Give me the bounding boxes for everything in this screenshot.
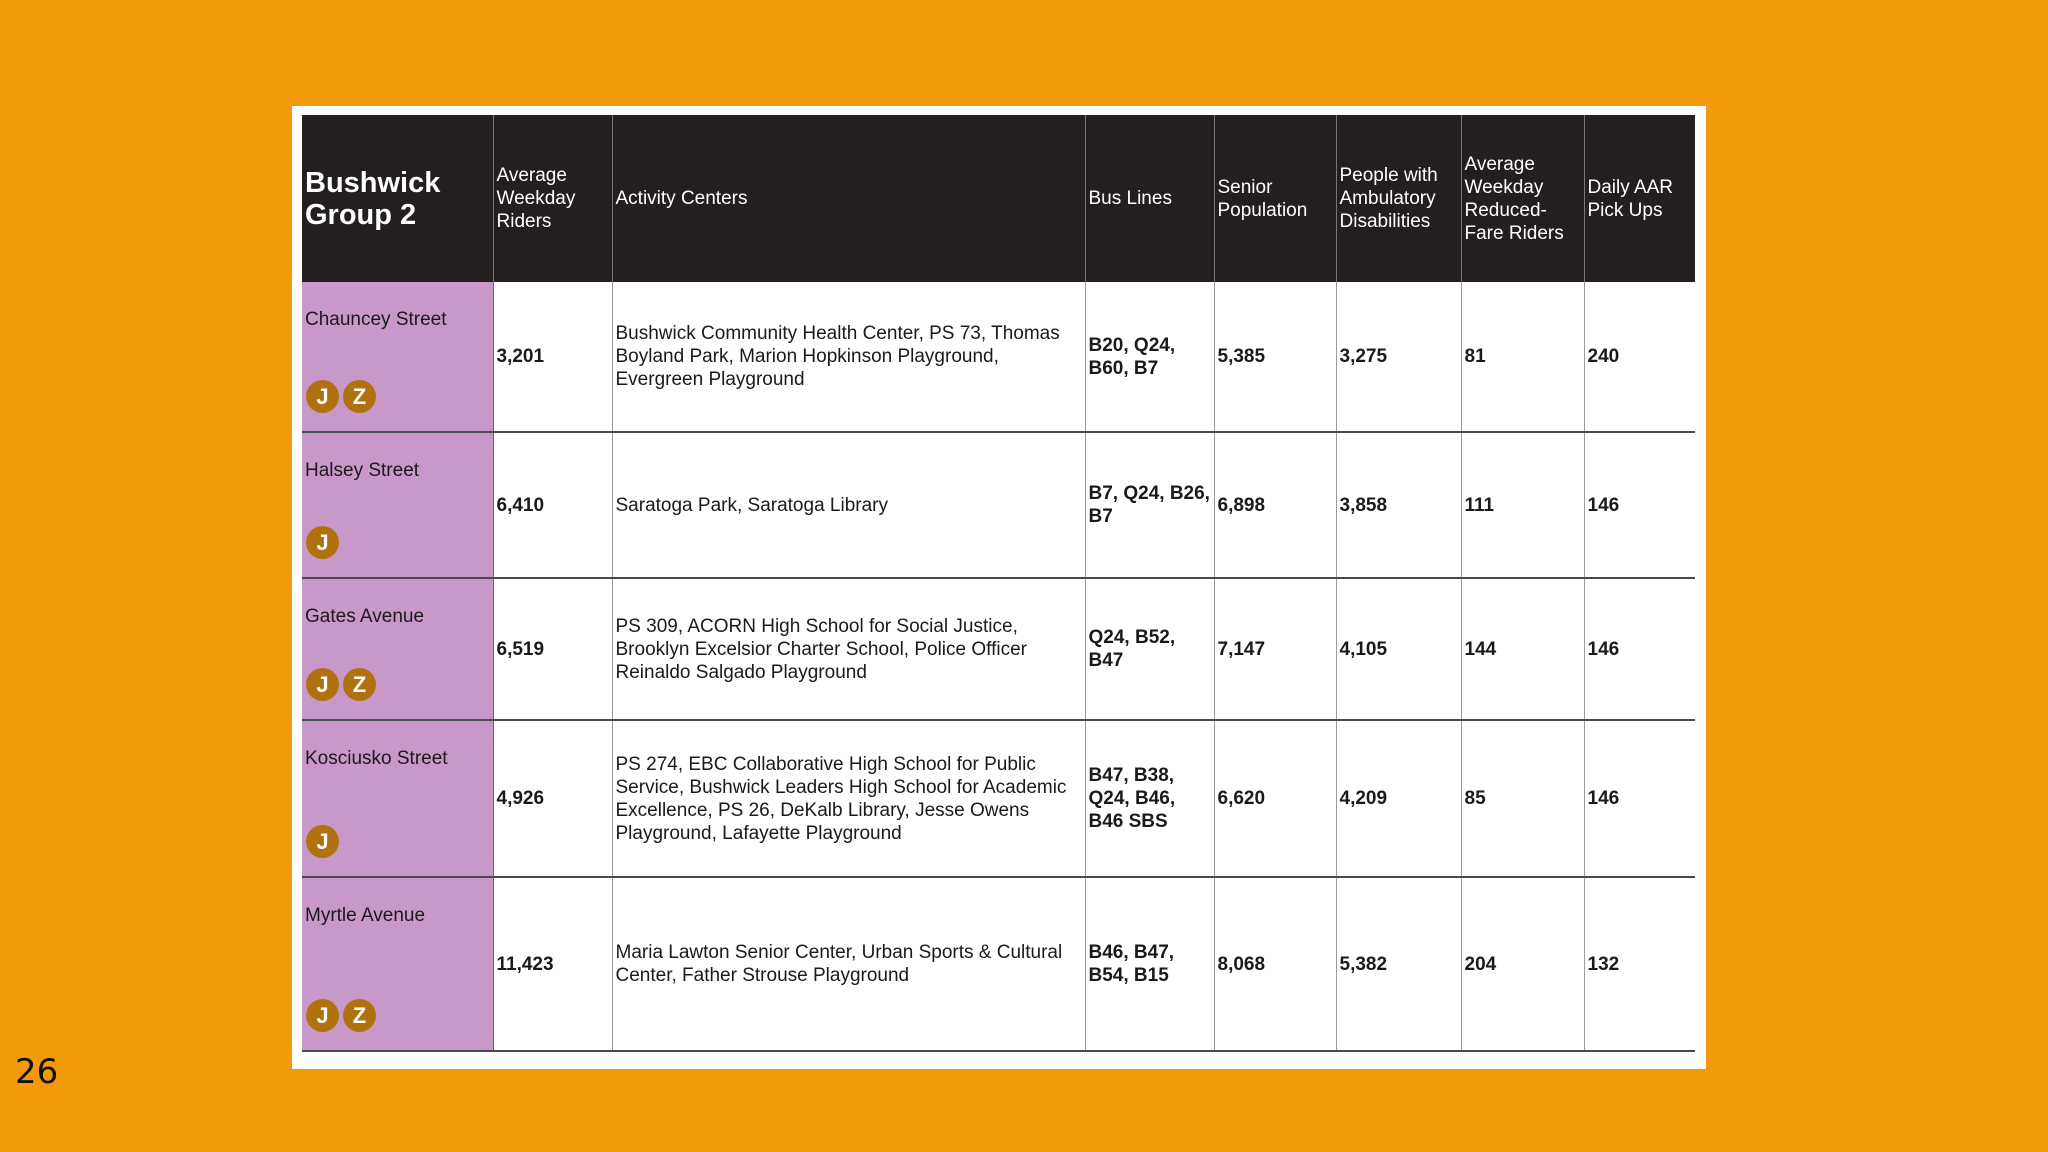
ambulatory-disabilities-cell: 5,382 [1336, 877, 1462, 1052]
table-row: Chauncey Street J Z 3,201 Bushwick Commu… [302, 282, 1695, 433]
aar-pickups-cell: 132 [1584, 877, 1695, 1052]
ambulatory-disabilities-cell: 4,105 [1336, 578, 1462, 721]
table-row: Myrtle Avenue J Z 11,423 Maria Lawton Se… [302, 877, 1695, 1052]
station-name: Kosciusko Street [305, 748, 448, 769]
riders-header: Average Weekday Riders [493, 115, 613, 282]
route-bullets: J Z [306, 999, 376, 1032]
aar-pickups-cell: 146 [1584, 720, 1695, 878]
ambulatory-disabilities-cell: 3,275 [1336, 282, 1462, 433]
route-bullets: J [306, 825, 339, 858]
activity-centers-cell: Bushwick Community Health Center, PS 73,… [612, 282, 1086, 433]
station-name: Halsey Street [305, 460, 420, 481]
table-card: Bushwick Group 2 Average Weekday Riders … [292, 106, 1706, 1069]
station-name: Chauncey Street [305, 309, 447, 330]
aar-pickups-cell: 146 [1584, 432, 1695, 579]
ambulatory-disabilities-header: People with Ambulatory Disabilities [1336, 115, 1462, 282]
senior-population-cell: 5,385 [1214, 282, 1337, 433]
activity-centers-cell: Maria Lawton Senior Center, Urban Sports… [612, 877, 1086, 1052]
table-row: Kosciusko Street J 4,926 PS 274, EBC Col… [302, 720, 1695, 878]
station-cell: Kosciusko Street J [302, 720, 494, 878]
station-cell: Myrtle Avenue J Z [302, 877, 494, 1052]
bus-lines-cell: B46, B47, B54, B15 [1085, 877, 1215, 1052]
j-train-icon: J [306, 380, 339, 413]
reduced-fare-riders-cell: 204 [1461, 877, 1585, 1052]
station-cell: Halsey Street J [302, 432, 494, 579]
table-row: Gates Avenue J Z 6,519 PS 309, ACORN Hig… [302, 578, 1695, 721]
aar-pickups-header: Daily AAR Pick Ups [1584, 115, 1695, 282]
reduced-fare-riders-cell: 144 [1461, 578, 1585, 721]
riders-cell: 6,410 [493, 432, 613, 579]
senior-population-header: Senior Population [1214, 115, 1337, 282]
reduced-fare-riders-cell: 111 [1461, 432, 1585, 579]
senior-population-cell: 7,147 [1214, 578, 1337, 721]
j-train-icon: J [306, 668, 339, 701]
activity-centers-cell: PS 309, ACORN High School for Social Jus… [612, 578, 1086, 721]
bus-lines-cell: Q24, B52, B47 [1085, 578, 1215, 721]
group-title-header: Bushwick Group 2 [302, 115, 494, 282]
activity-centers-cell: PS 274, EBC Collaborative High School fo… [612, 720, 1086, 878]
j-train-icon: J [306, 825, 339, 858]
route-bullets: J Z [306, 668, 376, 701]
riders-cell: 4,926 [493, 720, 613, 878]
page-number: 26 [15, 1052, 59, 1092]
reduced-fare-riders-cell: 81 [1461, 282, 1585, 433]
aar-pickups-cell: 240 [1584, 282, 1695, 433]
riders-cell: 11,423 [493, 877, 613, 1052]
activity-centers-header: Activity Centers [612, 115, 1086, 282]
station-name: Myrtle Avenue [305, 905, 426, 926]
senior-population-cell: 8,068 [1214, 877, 1337, 1052]
ambulatory-disabilities-cell: 3,858 [1336, 432, 1462, 579]
bus-lines-cell: B47, B38, Q24, B46, B46 SBS [1085, 720, 1215, 878]
j-train-icon: J [306, 526, 339, 559]
route-bullets: J [306, 526, 339, 559]
z-train-icon: Z [343, 380, 376, 413]
station-table: Bushwick Group 2 Average Weekday Riders … [302, 115, 1695, 1052]
aar-pickups-cell: 146 [1584, 578, 1695, 721]
senior-population-cell: 6,898 [1214, 432, 1337, 579]
table-row: Halsey Street J 6,410 Saratoga Park, Sar… [302, 432, 1695, 579]
riders-cell: 3,201 [493, 282, 613, 433]
bus-lines-header: Bus Lines [1085, 115, 1215, 282]
senior-population-cell: 6,620 [1214, 720, 1337, 878]
station-cell: Chauncey Street J Z [302, 282, 494, 433]
table-header-row: Bushwick Group 2 Average Weekday Riders … [302, 115, 1695, 282]
riders-cell: 6,519 [493, 578, 613, 721]
j-train-icon: J [306, 999, 339, 1032]
reduced-fare-riders-header: Average Weekday Reduced-Fare Riders [1461, 115, 1585, 282]
activity-centers-cell: Saratoga Park, Saratoga Library [612, 432, 1086, 579]
z-train-icon: Z [343, 668, 376, 701]
reduced-fare-riders-cell: 85 [1461, 720, 1585, 878]
bus-lines-cell: B20, Q24, B60, B7 [1085, 282, 1215, 433]
station-name: Gates Avenue [305, 606, 425, 627]
station-cell: Gates Avenue J Z [302, 578, 494, 721]
ambulatory-disabilities-cell: 4,209 [1336, 720, 1462, 878]
z-train-icon: Z [343, 999, 376, 1032]
route-bullets: J Z [306, 380, 376, 413]
bus-lines-cell: B7, Q24, B26, B7 [1085, 432, 1215, 579]
